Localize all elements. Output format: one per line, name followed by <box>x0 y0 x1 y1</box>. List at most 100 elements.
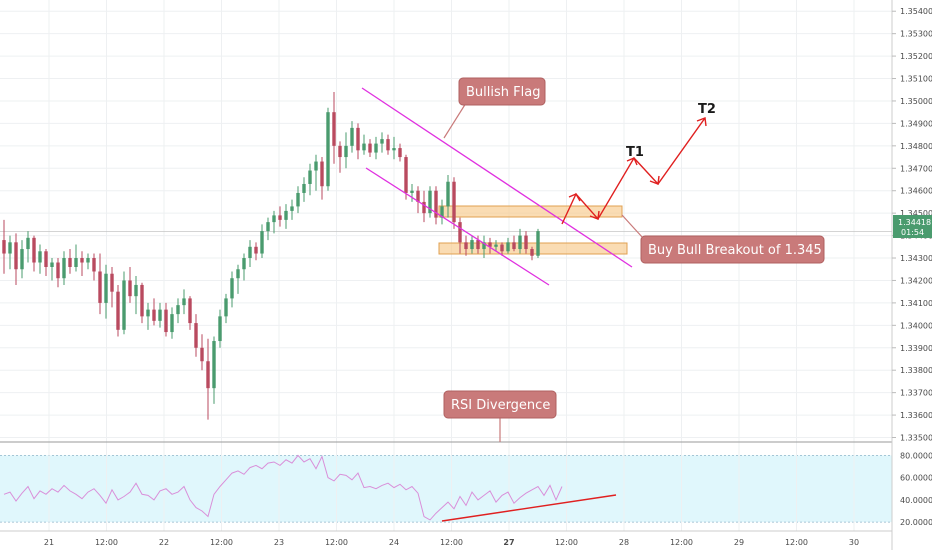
candle-body <box>170 314 174 333</box>
breakout-box <box>640 235 825 264</box>
bullish-flag-text: Bullish Flag <box>466 85 540 100</box>
time-tick-label: 23 <box>274 538 284 547</box>
rsi-divergence-trendline <box>441 494 617 522</box>
candle-body <box>302 183 306 193</box>
rsi-tick-label: 40.0000 <box>900 496 932 505</box>
price-tick-label: 1.34000 <box>900 321 932 330</box>
rsi-line <box>3 454 563 521</box>
time-tick-label: 29 <box>734 538 744 547</box>
candle-body <box>386 139 390 151</box>
price-tick-label: 1.34700 <box>900 164 932 173</box>
arrow-head-3 <box>626 157 638 166</box>
candle-body <box>110 273 114 292</box>
candle-body <box>248 246 252 259</box>
candle-body <box>506 242 510 252</box>
candle-body <box>464 242 468 250</box>
target-1-label: T1 <box>626 145 644 160</box>
candle-body <box>362 143 366 151</box>
arrow-head-4 <box>649 175 660 185</box>
candle-body <box>8 242 12 254</box>
price-tick-label: 1.34600 <box>900 187 932 196</box>
price-tick-label: 1.34900 <box>900 119 932 128</box>
arrow-head-5 <box>696 117 707 127</box>
price-tick-label: 1.35200 <box>900 52 932 61</box>
rsi-band <box>0 455 892 523</box>
candle-body <box>242 258 246 270</box>
candle-body <box>188 298 192 324</box>
horizontal-gridlines <box>0 10 892 439</box>
time-tick-label: 12:00 <box>95 538 118 547</box>
candle-body <box>320 161 324 187</box>
candle-body <box>422 201 426 214</box>
breakout-zone <box>438 205 623 218</box>
candle-body <box>92 258 96 272</box>
candle-body <box>56 262 60 279</box>
candle-body <box>368 143 372 153</box>
bullish-flag-callout: Bullish Flag <box>443 77 546 139</box>
arrow-head-1 <box>568 193 581 202</box>
candle-body <box>416 190 420 202</box>
time-tick-label: 12:00 <box>670 538 693 547</box>
candle-body <box>26 237 30 250</box>
candle-body <box>134 284 138 297</box>
arrow-head-2 <box>589 210 600 220</box>
candle-body <box>434 190 438 218</box>
time-axis: 21 12:00 22 12:00 23 12:00 24 12:00 27 12:00 28 12:… <box>44 538 859 547</box>
candle-body <box>344 145 348 158</box>
candle-body <box>116 291 120 330</box>
candle-body <box>206 361 210 389</box>
time-tick-label: 21 <box>44 538 54 547</box>
time-tick-label: 30 <box>849 538 859 547</box>
candle-body <box>14 242 18 270</box>
candle-body <box>398 148 402 158</box>
candle-body <box>74 258 78 267</box>
price-tick-label: 1.35000 <box>900 97 932 106</box>
projection-arrows <box>561 117 707 225</box>
price-tick-label: 1.33700 <box>900 389 932 398</box>
time-tick-label: 12:00 <box>440 538 463 547</box>
price-tick-label: 1.35100 <box>900 75 932 84</box>
price-tick-label: 1.33600 <box>900 411 932 420</box>
candle-body <box>518 235 522 250</box>
time-tick-label: 12:00 <box>325 538 348 547</box>
candle-body <box>140 284 144 317</box>
price-tick-label: 1.34800 <box>900 142 932 151</box>
candle-body <box>446 181 450 207</box>
price-tick-label: 1.34500 <box>900 209 932 218</box>
breakout-callout: Buy Bull Breakout of 1.345 <box>621 214 825 264</box>
candle-body <box>32 237 36 263</box>
breakout-text: Buy Bull Breakout of 1.345 <box>648 243 822 258</box>
price-tick-label: 1.33800 <box>900 366 932 375</box>
candle-body <box>410 190 414 193</box>
candle-body <box>428 190 432 214</box>
candle-body <box>530 249 534 256</box>
time-tick-label: 12:00 <box>555 538 578 547</box>
candle-body <box>98 271 102 303</box>
candle-body <box>182 298 186 306</box>
price-tick-label: 1.33900 <box>900 344 932 353</box>
candle-body <box>380 139 384 144</box>
candle-body <box>50 262 54 267</box>
candle-body <box>200 347 204 362</box>
candle-body <box>218 316 222 342</box>
candle-body <box>224 298 228 317</box>
candle-body <box>146 309 150 317</box>
candle-body <box>440 206 444 218</box>
candle-body <box>338 145 342 158</box>
candle-body <box>236 269 240 279</box>
candle-body <box>266 222 270 232</box>
candle-body <box>296 192 300 207</box>
current-price-tag: 1.34418 01:54 <box>893 215 932 238</box>
time-tick-label: 28 <box>619 538 629 547</box>
breakout-pointer <box>621 214 644 239</box>
candle-body <box>488 242 492 247</box>
candle-body <box>2 240 6 254</box>
candle-body <box>20 249 24 270</box>
candle-body <box>254 246 258 254</box>
candle-body <box>350 127 354 146</box>
rsi-tick-label: 20.0000 <box>900 518 932 527</box>
candle-body <box>374 143 378 153</box>
candle-body <box>38 251 42 263</box>
candle-body <box>536 231 540 256</box>
